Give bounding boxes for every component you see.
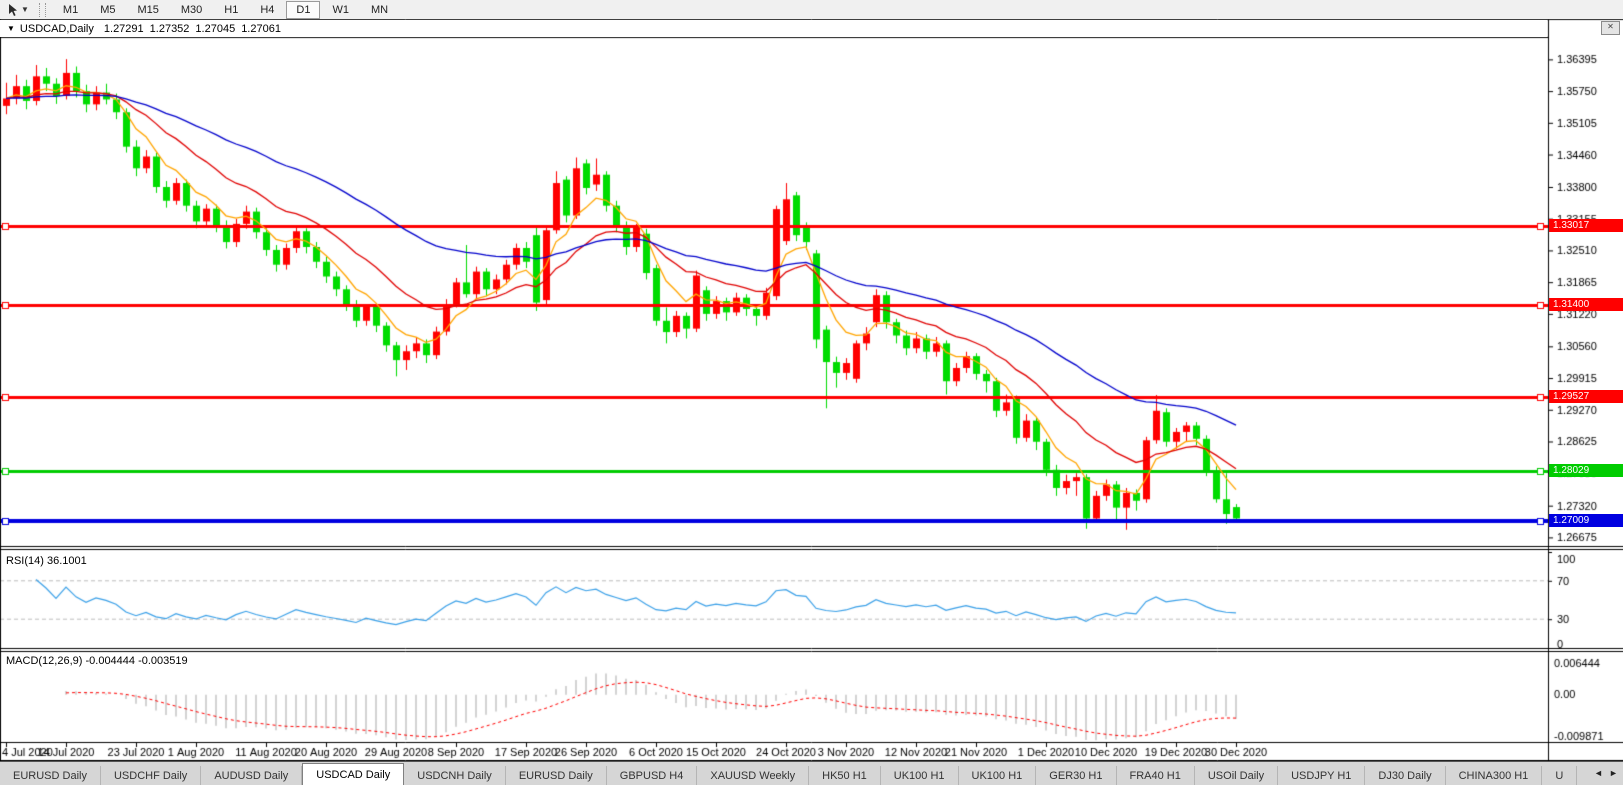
tab-scroll-left-icon[interactable]: ◄ [1594,768,1603,778]
quote-close: 1.27061 [241,22,281,35]
timeframe-button-h1[interactable]: H1 [224,3,239,16]
rsi-pane-label: RSI(14) 36.1001 [6,555,87,567]
quote-high: 1.27352 [149,22,190,35]
timeframe-button-m1[interactable]: M1 [62,3,79,16]
tab-scroll-buttons: ◄ ► [1591,764,1621,782]
chart-symbol-period: USDCAD,Daily [19,22,94,35]
chart-tab-dj30-daily-15[interactable]: DJ30 Daily [1365,766,1446,785]
chart-tab-fra40-h1-12[interactable]: FRA40 H1 [1116,766,1195,785]
macd-value: -0.004444 [85,655,136,667]
cursor-dropdown-caret[interactable]: ▼ [21,5,29,14]
macd-signal-value: -0.003519 [138,655,188,667]
chart-tab-eurusd-daily-0[interactable]: EURUSD Daily [0,766,101,785]
price-badge-1.27009: 1.27009 [1549,514,1623,527]
quote-low: 1.27045 [195,22,236,35]
timeframe-toolbar: ▼ M1 M5 M15 M30 H1 H4 D1 W1 MN [0,0,1623,19]
chart-tab-hk50-h1-8[interactable]: HK50 H1 [809,766,881,785]
chart-tab-china300-h1-16[interactable]: CHINA300 H1 [1445,766,1543,785]
chart-tab-bar: EURUSD Daily USDCHF Daily AUDUSD Daily USDC… [0,761,1623,785]
chart-tab-usdcnh-daily-4[interactable]: USDCNH Daily [404,766,506,785]
timeframe-button-w1[interactable]: W1 [332,3,349,16]
quote-open: 1.27291 [103,22,144,35]
timeframe-button-m5[interactable]: M5 [100,3,116,16]
chart-tab-ger30-h1-11[interactable]: GER30 H1 [1036,766,1117,785]
chart-tab-usdjpy-h1-14[interactable]: USDJPY H1 [1278,766,1366,785]
macd-pane-label: MACD(12,26,9) -0.004444 -0.003519 [6,655,188,667]
price-badge-1.33017: 1.33017 [1549,219,1623,232]
chart-tab-gbpusd-h4-6[interactable]: GBPUSD H4 [606,766,698,785]
cursor-arrow-icon[interactable] [6,3,20,17]
chart-tab-usdchf-daily-1[interactable]: USDCHF Daily [100,766,202,785]
chart-tab-u-17[interactable]: U [1542,766,1578,785]
chart-tab-eurusd-daily-5[interactable]: EURUSD Daily [505,766,607,785]
price-badge-1.31400: 1.31400 [1549,298,1623,311]
chart-tab-usdcad-daily-3[interactable]: USDCAD Daily [302,763,405,785]
symbol-dropdown-caret[interactable]: ▼ [7,24,15,33]
tab-scroll-right-icon[interactable]: ► [1609,768,1618,778]
chart-window-button[interactable]: ✕ [1601,21,1620,35]
chart-tab-audusd-daily-2[interactable]: AUDUSD Daily [201,766,303,785]
chart-tab-xauusd-weekly-7[interactable]: XAUUSD Weekly [697,766,810,785]
toolbar-grip[interactable] [38,2,46,17]
price-badge-1.29527: 1.29527 [1549,390,1623,403]
timeframe-button-mn[interactable]: MN [370,3,389,16]
macd-label: MACD(12,26,9) [6,655,83,667]
timeframe-button-m30[interactable]: M30 [180,3,203,16]
chart-title-bar: ▼ USDCAD,Daily 1.27291 1.27352 1.27045 1… [0,20,1547,37]
rsi-label: RSI(14) [6,555,44,567]
chart-tab-usoil-daily-13[interactable]: USOil Daily [1194,766,1279,785]
timeframe-button-h4[interactable]: H4 [260,3,275,16]
price-badge-1.28029: 1.28029 [1549,464,1623,477]
timeframe-button-m15[interactable]: M15 [137,3,159,16]
chart-tab-uk100-h1-9[interactable]: UK100 H1 [880,766,959,785]
timeframe-buttons: M1 M5 M15 M30 H1 H4 D1 W1 MN [52,0,399,19]
rsi-value: 36.1001 [46,555,87,567]
timeframe-button-d1[interactable]: D1 [286,0,321,19]
chart-tab-uk100-h1-10[interactable]: UK100 H1 [958,766,1037,785]
